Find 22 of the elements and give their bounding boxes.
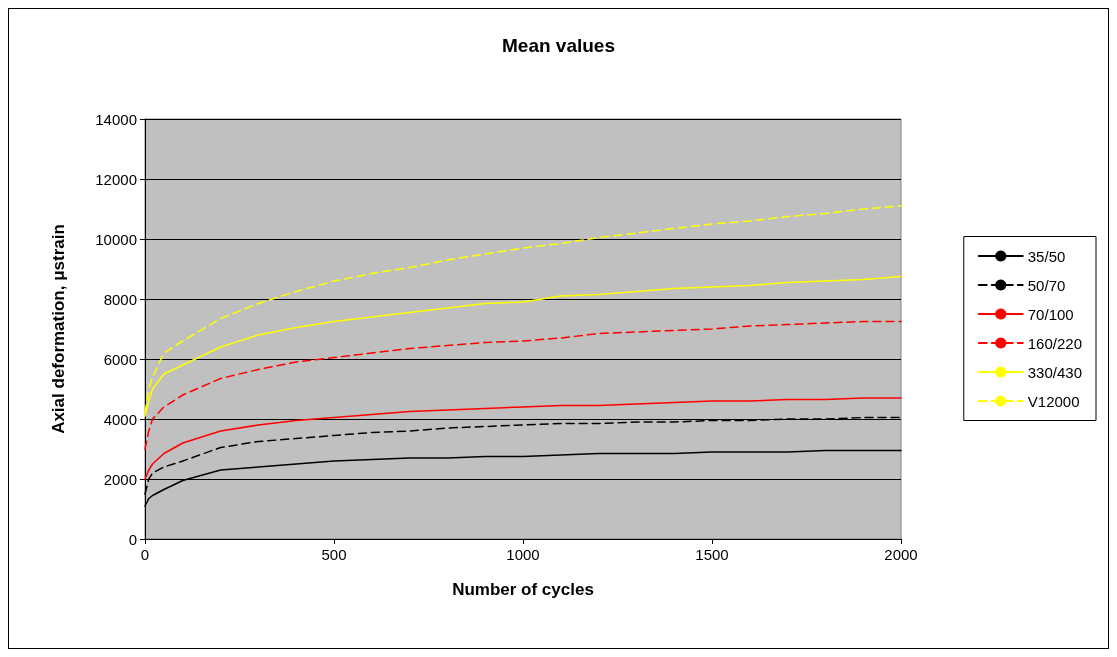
y-tick-label: 12000 xyxy=(95,170,137,188)
legend-label: 330/430 xyxy=(1027,363,1083,381)
x-tick-label: 1000 xyxy=(506,546,540,563)
chart-title: Mean values xyxy=(502,35,615,56)
legend-label: 70/100 xyxy=(1027,305,1074,323)
y-tick-label: 8000 xyxy=(103,290,137,308)
legend-label: 50/70 xyxy=(1027,276,1066,294)
x-tick-label: 500 xyxy=(321,546,347,563)
y-tick-label: 2000 xyxy=(103,470,137,488)
y-tick-label: 10000 xyxy=(95,230,137,248)
y-tick-label: 14000 xyxy=(95,110,137,128)
y-tick-label: 0 xyxy=(128,530,137,548)
y-axis-title: Axial deformation, μstrain xyxy=(49,224,68,434)
x-tick-label: 2000 xyxy=(884,546,918,563)
legend-label: V12000 xyxy=(1027,392,1080,410)
x-axis-title: Number of cycles xyxy=(452,580,594,599)
legend-label: 35/50 xyxy=(1027,247,1066,265)
y-tick-label: 4000 xyxy=(103,410,137,428)
y-tick-label: 6000 xyxy=(103,350,137,368)
x-tick-label: 0 xyxy=(140,546,150,563)
x-tick-label: 1500 xyxy=(695,546,729,563)
legend-label: 160/220 xyxy=(1027,334,1083,352)
